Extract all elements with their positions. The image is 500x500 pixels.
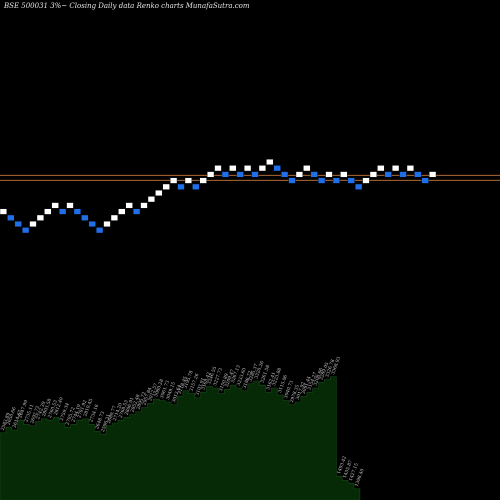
- renko-brick-down: [59, 208, 67, 215]
- renko-brick-down: [192, 183, 200, 190]
- renko-brick-up: [369, 171, 378, 178]
- renko-brick-down: [273, 165, 281, 172]
- renko-brick-up: [429, 171, 437, 178]
- renko-brick-down: [288, 177, 296, 184]
- renko-brick-up: [184, 177, 193, 184]
- renko-brick-up: [229, 165, 237, 172]
- renko-brick-up: [377, 165, 385, 172]
- renko-brick-up: [36, 214, 45, 221]
- renko-brick-down: [177, 183, 185, 190]
- renko-brick-up: [199, 177, 207, 184]
- renko-brick-down: [347, 177, 355, 184]
- renko-brick-up: [29, 220, 37, 227]
- renko-brick-up: [51, 202, 59, 209]
- renko-brick-up: [169, 177, 178, 184]
- renko-brick-up: [258, 165, 267, 172]
- renko-brick-up: [340, 171, 348, 178]
- renko-brick-up: [243, 165, 252, 172]
- renko-brick-up: [325, 171, 333, 178]
- renko-brick-down: [355, 183, 363, 190]
- renko-brick-up: [392, 165, 400, 172]
- volume-area: [0, 376, 361, 500]
- renko-bricks: [0, 158, 437, 234]
- renko-brick-down: [7, 214, 15, 221]
- renko-brick-down: [384, 171, 392, 178]
- renko-brick-down: [14, 220, 22, 227]
- renko-brick-up: [155, 189, 163, 196]
- renko-brick-up: [125, 202, 133, 209]
- renko-brick-up: [118, 208, 126, 215]
- renko-brick-down: [236, 171, 244, 178]
- renko-brick-down: [81, 214, 89, 221]
- volume-label: 2583.89: [0, 412, 12, 432]
- renko-brick-down: [332, 177, 341, 184]
- renko-brick-down: [251, 171, 259, 178]
- renko-brick-down: [281, 171, 289, 178]
- renko-brick-up: [110, 214, 119, 221]
- renko-brick-down: [88, 220, 96, 227]
- renko-brick-up: [214, 165, 222, 172]
- renko-brick-down: [399, 171, 407, 178]
- renko-brick-down: [22, 227, 30, 234]
- renko-brick-up: [303, 165, 311, 172]
- renko-brick-up: [140, 202, 148, 209]
- renko-brick-down: [414, 171, 422, 178]
- renko-brick-down: [73, 208, 82, 215]
- renko-brick-up: [147, 196, 156, 203]
- renko-brick-down: [310, 171, 318, 178]
- renko-brick-up: [266, 158, 274, 165]
- renko-brick-up: [103, 220, 111, 227]
- renko-brick-up: [362, 177, 370, 184]
- renko-brick-down: [318, 177, 326, 184]
- chart-title: BSE 500031 3%~ Closing Daily data Renko …: [3, 2, 250, 10]
- renko-brick-up: [295, 171, 304, 178]
- renko-brick-down: [421, 177, 429, 184]
- renko-brick-up: [66, 202, 74, 209]
- renko-brick-down: [132, 208, 141, 215]
- renko-brick-up: [0, 208, 8, 215]
- volume-panel: 2583.892650.662614.672647.992735.112692.…: [0, 356, 366, 500]
- renko-brick-down: [221, 171, 230, 178]
- renko-brick-down: [95, 227, 104, 234]
- renko-brick-up: [44, 208, 52, 215]
- renko-brick-up: [406, 165, 415, 172]
- renko-brick-up: [206, 171, 215, 178]
- renko-brick-up: [162, 183, 170, 190]
